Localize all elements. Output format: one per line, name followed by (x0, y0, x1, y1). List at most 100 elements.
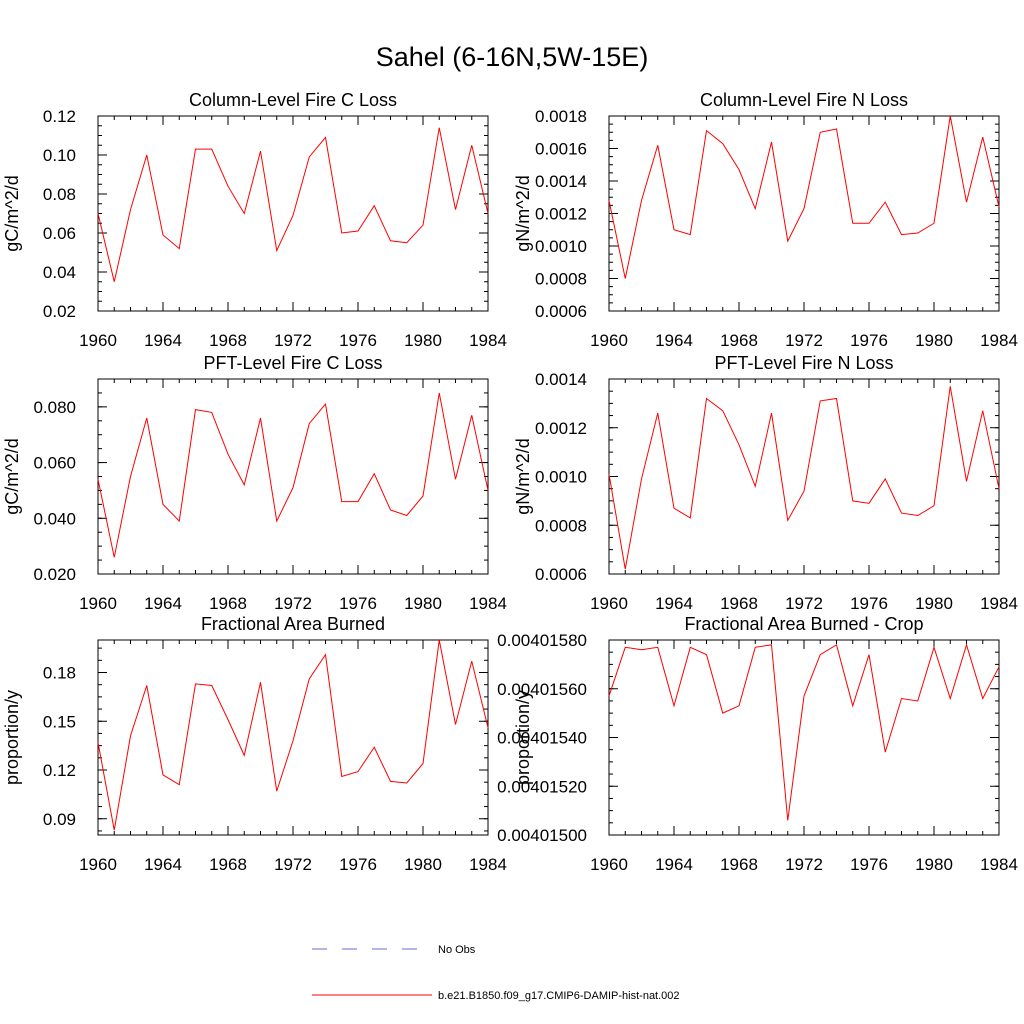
x-tick-label: 1980 (404, 855, 442, 874)
x-tick-label: 1964 (655, 331, 693, 350)
y-tick-label: 0.00401500 (497, 826, 587, 845)
series-line-1 (608, 386, 1000, 570)
legend: No Obs b.e21.B1850.f09_g17.CMIP6-DAMIP-h… (312, 944, 680, 1002)
x-tick-label: 1980 (915, 594, 953, 613)
y-tick-label: 0.020 (33, 565, 76, 584)
x-tick-label: 1968 (720, 594, 758, 613)
x-tick-label: 1968 (209, 855, 247, 874)
chart-panel-4: PFT-Level Fire N Loss gN/m^2/d 1960 1964 196… (513, 353, 1018, 613)
plot-frame (608, 115, 1000, 312)
y-axis-label: gC/m^2/d (2, 175, 22, 251)
x-tick-label: 1984 (469, 855, 507, 874)
panel-title: PFT-Level Fire N Loss (714, 353, 893, 373)
y-tick-label: 0.0016 (535, 140, 587, 159)
chart-panel-2: Column-Level Fire N Loss gN/m^2/d 1960 1964… (513, 90, 1018, 350)
x-tick-label: 1984 (980, 594, 1018, 613)
y-tick-label: 0.0018 (535, 107, 587, 126)
y-tick-label: 0.0012 (535, 205, 587, 224)
x-tick-label: 1968 (209, 331, 247, 350)
x-tick-label: 1972 (274, 331, 312, 350)
y-tick-label: 0.0012 (535, 419, 587, 438)
series-line-1 (608, 115, 1000, 279)
x-tick-label: 1980 (404, 594, 442, 613)
x-tick-label: 1980 (915, 331, 953, 350)
y-tick-label: 0.0006 (535, 302, 587, 321)
y-axis-label: proportion/y (2, 690, 22, 785)
y-tick-label: 0.09 (43, 810, 76, 829)
legend-label-no-obs: No Obs (438, 944, 476, 956)
x-tick-label: 1976 (850, 855, 888, 874)
chart-panel-5: Fractional Area Burned proportion/y 1960 19… (2, 614, 507, 874)
x-tick-label: 1972 (785, 594, 823, 613)
x-tick-label: 1964 (144, 594, 182, 613)
y-tick-label: 0.08 (43, 185, 76, 204)
y-tick-label: 0.00401540 (497, 729, 587, 748)
y-tick-label: 0.060 (33, 454, 76, 473)
legend-label-series: b.e21.B1850.f09_g17.CMIP6-DAMIP-hist-nat… (438, 990, 680, 1002)
plot-frame (608, 378, 1000, 575)
x-tick-label: 1960 (590, 855, 628, 874)
panel-title: Fractional Area Burned - Crop (684, 614, 923, 634)
x-tick-label: 1964 (655, 594, 693, 613)
y-tick-label: 0.0010 (535, 468, 587, 487)
y-tick-label: 0.0014 (535, 370, 587, 389)
y-axis-label: gN/m^2/d (513, 438, 533, 514)
y-tick-label: 0.18 (43, 664, 76, 683)
x-tick-label: 1968 (209, 594, 247, 613)
x-tick-label: 1976 (339, 594, 377, 613)
y-tick-label: 0.00401520 (497, 777, 587, 796)
x-tick-label: 1964 (655, 855, 693, 874)
series-line-1 (97, 639, 489, 831)
y-tick-label: 0.040 (33, 509, 76, 528)
y-tick-label: 0.00401580 (497, 631, 587, 650)
x-tick-label: 1960 (590, 594, 628, 613)
chart-panel-6: Fractional Area Burned - Crop proportion/… (497, 614, 1018, 874)
y-tick-label: 0.06 (43, 224, 76, 243)
y-tick-label: 0.0010 (535, 237, 587, 256)
series-line-1 (608, 643, 1000, 821)
y-tick-label: 0.00401560 (497, 680, 587, 699)
x-tick-label: 1976 (850, 331, 888, 350)
x-tick-label: 1980 (404, 331, 442, 350)
plot-frame (97, 115, 489, 312)
x-tick-label: 1980 (915, 855, 953, 874)
series-line-1 (97, 127, 489, 282)
y-tick-label: 0.0008 (535, 516, 587, 535)
chart-panel-3: PFT-Level Fire C Loss gC/m^2/d 1960 1964 196… (2, 353, 507, 613)
plot-frame (97, 378, 489, 575)
panel-title: Column-Level Fire N Loss (700, 90, 908, 110)
x-tick-label: 1968 (720, 855, 758, 874)
x-tick-label: 1972 (274, 855, 312, 874)
x-tick-label: 1960 (79, 594, 117, 613)
x-tick-label: 1976 (339, 331, 377, 350)
x-tick-label: 1960 (79, 855, 117, 874)
x-tick-label: 1976 (850, 594, 888, 613)
x-tick-label: 1984 (980, 855, 1018, 874)
chart-panels: Column-Level Fire C Loss gC/m^2/d 1960 1964… (2, 90, 1018, 874)
y-tick-label: 0.15 (43, 712, 76, 731)
x-tick-label: 1972 (274, 594, 312, 613)
y-axis-label: gC/m^2/d (2, 438, 22, 514)
y-axis-label: gN/m^2/d (513, 175, 533, 251)
x-tick-label: 1960 (590, 331, 628, 350)
x-tick-label: 1968 (720, 331, 758, 350)
panel-title: Column-Level Fire C Loss (189, 90, 397, 110)
chart-panel-1: Column-Level Fire C Loss gC/m^2/d 1960 1964… (2, 90, 507, 350)
y-tick-label: 0.0006 (535, 565, 587, 584)
x-tick-label: 1972 (785, 855, 823, 874)
panel-title: Fractional Area Burned (201, 614, 385, 634)
y-tick-label: 0.0008 (535, 270, 587, 289)
x-tick-label: 1972 (785, 331, 823, 350)
figure-title: Sahel (6-16N,5W-15E) (376, 42, 649, 72)
x-tick-label: 1984 (980, 331, 1018, 350)
y-axis-label: proportion/y (513, 690, 533, 785)
y-tick-label: 0.080 (33, 398, 76, 417)
series-line-1 (97, 392, 489, 558)
x-tick-label: 1964 (144, 331, 182, 350)
panel-title: PFT-Level Fire C Loss (203, 353, 382, 373)
y-tick-label: 0.12 (43, 107, 76, 126)
y-tick-label: 0.04 (43, 263, 76, 282)
x-tick-label: 1964 (144, 855, 182, 874)
y-tick-label: 0.02 (43, 302, 76, 321)
